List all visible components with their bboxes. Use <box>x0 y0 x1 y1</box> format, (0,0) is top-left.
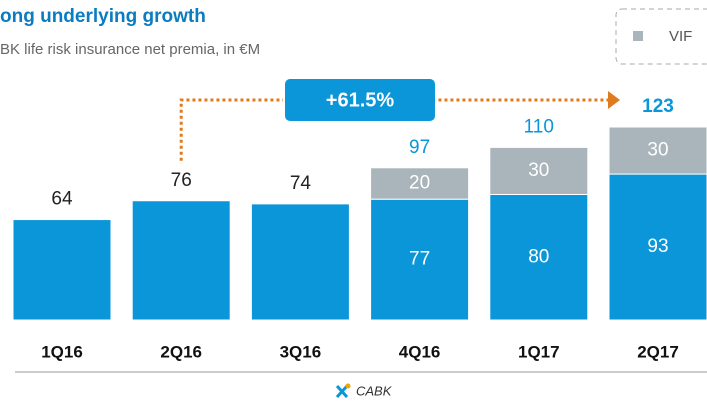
total-label: 76 <box>171 170 192 191</box>
segment-label: 80 <box>528 246 549 267</box>
annotation-box <box>283 77 437 123</box>
bar-segment <box>489 146 589 195</box>
legend-swatch <box>633 31 643 41</box>
total-label: 123 <box>642 96 674 117</box>
bar-segment <box>131 200 231 321</box>
bar-segment <box>370 167 470 200</box>
growth-line <box>179 98 608 161</box>
x-tick-label: 1Q17 <box>518 342 560 361</box>
footer: CABK <box>356 383 393 398</box>
logo <box>335 384 349 399</box>
bar-segment <box>370 198 470 321</box>
x-tick-label: 4Q16 <box>399 342 441 361</box>
legend-box <box>615 8 707 65</box>
total-label: 64 <box>51 189 73 210</box>
segment-label: 30 <box>647 140 668 161</box>
bar-segment <box>12 219 112 321</box>
bar-segment <box>250 203 350 321</box>
growth-arrowhead <box>608 91 620 109</box>
x-tick-label: 1Q16 <box>41 342 83 361</box>
chart-subtitle: BK life risk insurance net premia, in €M <box>0 41 260 58</box>
x-tick-label: 3Q16 <box>280 342 322 361</box>
legend-label: VIF <box>669 28 692 45</box>
annotation: +61.5% <box>326 89 395 111</box>
x-tick-label: 2Q17 <box>637 342 679 361</box>
total-label: 74 <box>290 173 312 194</box>
logo-dot <box>345 383 351 389</box>
total-label: 110 <box>524 116 554 137</box>
segment-label: 30 <box>528 160 549 181</box>
chart-title: ong underlying growth <box>0 6 206 27</box>
bar-segment <box>608 126 707 175</box>
segment-label: 93 <box>647 236 668 257</box>
total-label: 97 <box>409 137 430 158</box>
segment-label: 77 <box>409 249 430 270</box>
x-tick-label: 2Q16 <box>160 342 202 361</box>
segment-label: 20 <box>409 173 430 194</box>
